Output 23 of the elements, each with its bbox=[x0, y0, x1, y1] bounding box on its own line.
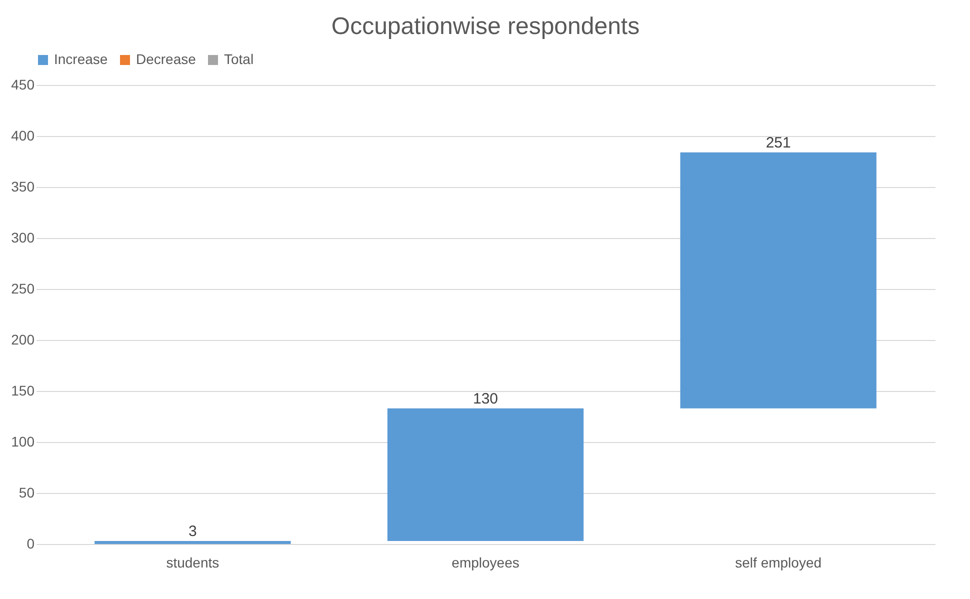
y-tick-label: 300 bbox=[11, 230, 35, 246]
bar bbox=[680, 152, 876, 408]
x-tick-label: self employed bbox=[735, 554, 822, 570]
chart-title: Occupationwise respondents bbox=[331, 13, 640, 40]
y-tick-label: 100 bbox=[11, 434, 35, 450]
y-tick-label: 400 bbox=[11, 128, 35, 144]
x-tick-label: students bbox=[166, 554, 220, 570]
bar bbox=[94, 540, 291, 544]
y-tick-label: 0 bbox=[26, 536, 35, 552]
y-tick-label: 450 bbox=[11, 76, 35, 92]
y-tick-label: 200 bbox=[11, 332, 35, 348]
bar bbox=[387, 408, 584, 541]
x-tick-label: employees bbox=[452, 554, 520, 570]
data-label: 251 bbox=[766, 134, 791, 152]
y-tick-label: 250 bbox=[11, 280, 35, 296]
y-tick-label: 350 bbox=[11, 178, 35, 194]
legend-label: Total bbox=[224, 51, 254, 67]
y-tick-label: 50 bbox=[18, 484, 35, 500]
y-tick-label: 150 bbox=[11, 382, 35, 398]
data-label: 3 bbox=[188, 522, 197, 540]
legend-label: Increase bbox=[54, 51, 108, 67]
legend-label: Decrease bbox=[136, 51, 196, 67]
data-label: 130 bbox=[472, 390, 498, 408]
